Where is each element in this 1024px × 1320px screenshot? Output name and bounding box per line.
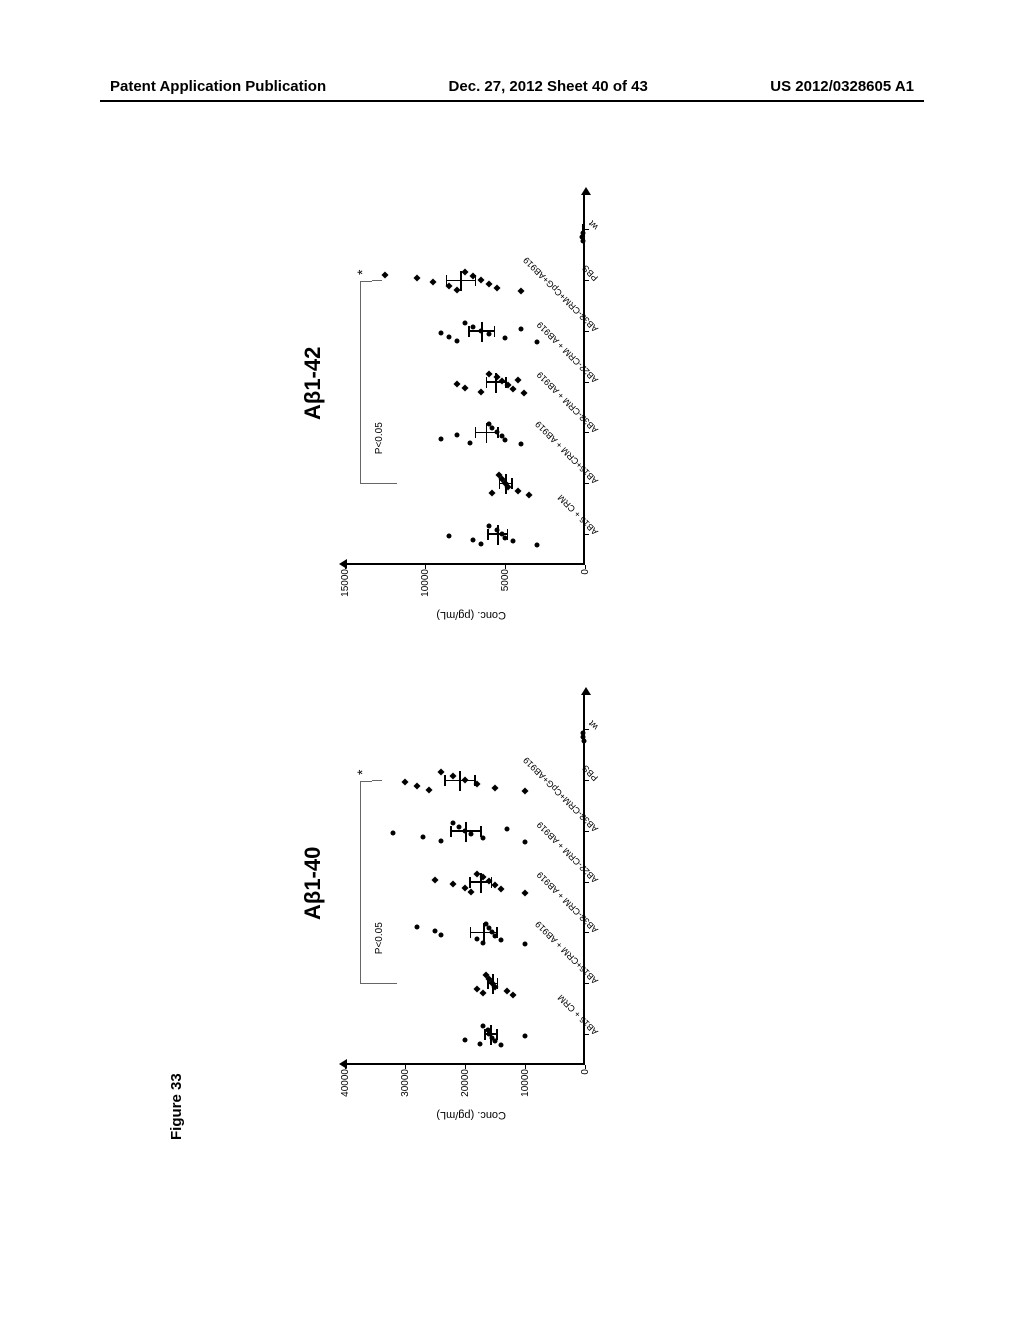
mean-line (497, 525, 499, 545)
data-point (475, 936, 480, 941)
header-center: Dec. 27, 2012 Sheet 40 of 43 (449, 78, 648, 95)
data-point (519, 327, 524, 332)
chart-title: Aβ1-40 (300, 847, 326, 920)
data-point (457, 824, 462, 829)
data-point (439, 932, 444, 937)
data-point (523, 840, 528, 845)
y-tick-label: 0 (580, 569, 591, 575)
error-bar (470, 932, 496, 934)
mean-line (505, 474, 507, 494)
header-right: US 2012/0328605 A1 (770, 78, 914, 95)
data-point (499, 434, 504, 439)
error-bar (484, 1034, 496, 1036)
error-bar (469, 881, 491, 883)
error-bar (444, 780, 474, 782)
data-point (499, 1043, 504, 1048)
data-point (447, 534, 452, 539)
error-bar (468, 330, 494, 332)
error-bar (446, 280, 475, 282)
data-point (415, 924, 420, 929)
data-point (511, 539, 516, 544)
mean-line (483, 923, 485, 943)
data-point (439, 331, 444, 336)
data-point (487, 332, 492, 337)
data-point (463, 320, 468, 325)
data-point (463, 1038, 468, 1043)
data-point (439, 838, 444, 843)
data-point (481, 1023, 486, 1028)
data-point (433, 928, 438, 933)
data-point (391, 831, 396, 836)
data-point (467, 440, 472, 445)
x-axis-arrow-icon (581, 687, 591, 695)
mean-line (490, 1025, 492, 1045)
data-point (499, 937, 504, 942)
error-bar (486, 381, 505, 383)
y-tick-label: 10000 (520, 1069, 531, 1097)
error-bar (475, 432, 497, 434)
p-value-label: P<0.05 (374, 422, 385, 454)
chart-ab1-40: Aβ1-40 Conc. (pg/mL) 0 10000 20000 30000 40000… (185, 620, 805, 1130)
data-point (471, 324, 476, 329)
mean-line (481, 322, 483, 342)
chart-title: Aβ1-42 (300, 347, 326, 420)
chart-ab1-42: Aβ1-42Conc. (pg/mL)050001000015000AB16 +… (185, 120, 805, 630)
data-point (471, 538, 476, 543)
data-point (479, 542, 484, 547)
data-point (478, 1042, 483, 1047)
data-point (439, 436, 444, 441)
y-tick-label: 40000 (340, 1069, 351, 1097)
y-axis-label: Conc. (pg/mL) (436, 609, 506, 621)
p-value-label: P<0.05 (374, 922, 385, 954)
data-point (505, 827, 510, 832)
mean-line (460, 271, 462, 291)
data-point (523, 941, 528, 946)
significance-star-icon: * (354, 270, 370, 275)
data-point (455, 338, 460, 343)
significance-bracket (360, 281, 372, 484)
y-tick-label: 15000 (340, 569, 351, 597)
data-point (487, 523, 492, 528)
data-point (523, 1034, 528, 1039)
data-point (447, 335, 452, 340)
data-point (451, 820, 456, 825)
mean-line (495, 373, 497, 393)
y-tick-label: 5000 (500, 569, 511, 591)
y-tick-label: 30000 (400, 1069, 411, 1097)
data-point (490, 426, 495, 431)
error-bar (499, 483, 512, 485)
significance-bracket (360, 781, 372, 984)
mean-line (465, 822, 467, 842)
data-point (455, 432, 460, 437)
mean-line (480, 873, 482, 893)
mean-line (459, 771, 461, 791)
header-rule (100, 100, 924, 102)
data-point (503, 437, 508, 442)
data-point (469, 832, 474, 837)
data-point (535, 340, 540, 345)
mean-line (486, 423, 488, 443)
error-bar (450, 830, 480, 832)
data-point (421, 835, 426, 840)
x-axis-arrow-icon (581, 187, 591, 195)
y-tick-label: 20000 (460, 1069, 471, 1097)
y-tick-label: 0 (580, 1069, 591, 1075)
error-bar (487, 534, 506, 536)
data-point (535, 543, 540, 548)
y-tick-label: 10000 (420, 569, 431, 597)
figure-label: Figure 33 (168, 1073, 185, 1140)
header-left: Patent Application Publication (110, 78, 326, 95)
page-header: Patent Application Publication Dec. 27, … (0, 78, 1024, 95)
significance-star-icon: * (354, 770, 370, 775)
data-point (519, 441, 524, 446)
data-point (503, 336, 508, 341)
mean-line (492, 974, 494, 994)
y-axis-label: Conc. (pg/mL) (436, 1109, 506, 1121)
